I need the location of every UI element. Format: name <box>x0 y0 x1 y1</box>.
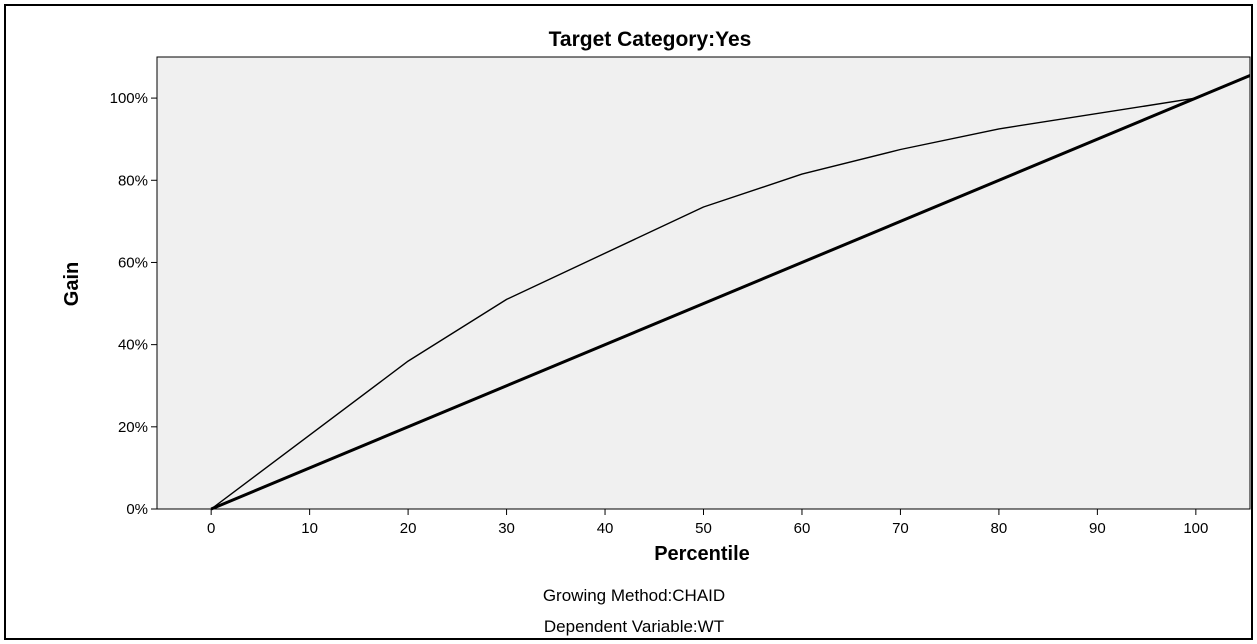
baseline-series-line <box>210 74 1251 511</box>
y-axis: 0% 20% 40% 60% 80% 100% <box>110 90 157 518</box>
chart-title: Target Category:Yes <box>549 28 752 51</box>
x-tick-label: 50 <box>695 520 712 537</box>
gain-series-line <box>210 97 1196 510</box>
plot-area <box>156 56 1251 510</box>
x-tick-label: 20 <box>400 520 417 537</box>
x-tick-label: 0 <box>207 520 215 537</box>
x-tick-label: 80 <box>991 520 1008 537</box>
footnote-dependent-variable: Dependent Variable:WT <box>544 617 724 636</box>
footnote-growing-method: Growing Method:CHAID <box>543 586 725 605</box>
x-tick-label: 60 <box>794 520 811 537</box>
x-tick-label: 30 <box>498 520 515 537</box>
x-tick-label: 100 <box>1183 520 1208 537</box>
x-tick-label: 40 <box>597 520 614 537</box>
series-layer <box>210 74 1251 511</box>
x-tick-label: 70 <box>892 520 909 537</box>
x-axis-title: Percentile <box>654 543 750 565</box>
x-tick-label: 10 <box>301 520 318 537</box>
y-tick-label: 20% <box>118 419 148 436</box>
y-axis-title: Gain <box>61 262 83 306</box>
y-tick-label: 60% <box>118 254 148 271</box>
y-tick-label: 0% <box>126 501 148 518</box>
x-tick-label: 90 <box>1089 520 1106 537</box>
y-tick-label: 40% <box>118 337 148 354</box>
x-axis: 0 10 20 30 40 50 60 70 80 90 100 <box>207 509 1208 537</box>
y-tick-label: 100% <box>110 90 148 107</box>
y-tick-label: 80% <box>118 172 148 189</box>
